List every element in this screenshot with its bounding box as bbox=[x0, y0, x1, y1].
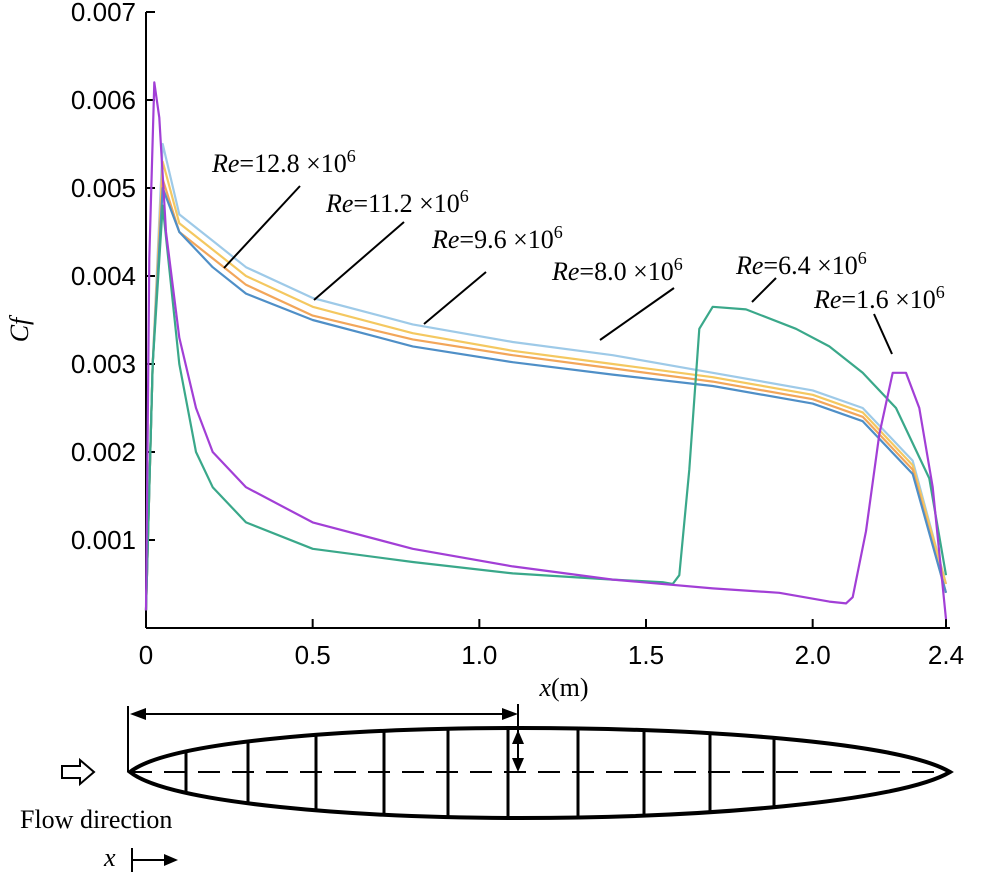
label-re-1-6: Re=1.6 ×106 bbox=[813, 282, 945, 314]
leader-re-1-6 bbox=[873, 313, 893, 355]
y-tick-label: 0.005 bbox=[71, 173, 136, 203]
series-line-5 bbox=[144, 81, 948, 620]
label-re-9-6: Re=9.6 ×106 bbox=[431, 222, 563, 254]
x-tick-label: 2.4 bbox=[928, 640, 964, 670]
x-axis-var: x bbox=[538, 673, 551, 702]
x-ticks: 0 0.5 1.0 1.5 2.0 2.4 bbox=[139, 619, 964, 670]
annotation-labels: Re=12.8 ×106 Re=11.2 ×106 Re=9.6 ×106 Re… bbox=[211, 146, 945, 314]
series-line-1 bbox=[144, 160, 948, 611]
y-tick-label: 0.004 bbox=[71, 261, 136, 291]
radius-arrow-bottom-head bbox=[512, 758, 524, 772]
series-line-4 bbox=[144, 204, 948, 611]
leader-re-6-4 bbox=[751, 277, 777, 303]
length-arrow-left-head bbox=[130, 708, 146, 720]
length-arrow-right-head bbox=[502, 708, 518, 720]
series-line-2 bbox=[144, 178, 948, 611]
leader-re-11-2 bbox=[313, 221, 405, 301]
x-tick-label: 2.0 bbox=[795, 640, 831, 670]
axes bbox=[145, 12, 950, 629]
label-re-12-8: Re=12.8 ×106 bbox=[211, 146, 356, 178]
x-tick-label: 0.5 bbox=[295, 640, 331, 670]
y-axis-label: Cf bbox=[5, 314, 34, 342]
leader-re-12-8 bbox=[223, 185, 301, 269]
label-re-8-0: Re=8.0 ×106 bbox=[551, 254, 683, 286]
x-direction-arrow-head bbox=[164, 854, 178, 866]
x-axis-unit: (m) bbox=[551, 673, 589, 702]
x-tick-label: 0 bbox=[139, 640, 153, 670]
y-tick-label: 0.007 bbox=[71, 0, 136, 27]
leader-re-9-6 bbox=[423, 271, 487, 325]
y-ticks: 0.001 0.002 0.003 0.004 0.005 0.006 0.007 bbox=[71, 0, 155, 555]
x-axis-label: x(m) bbox=[538, 673, 588, 702]
y-tick-label: 0.002 bbox=[71, 437, 136, 467]
y-tick-label: 0.001 bbox=[71, 525, 136, 555]
x-tick-label: 1.0 bbox=[461, 640, 497, 670]
hull-sections bbox=[184, 729, 776, 818]
y-tick-label: 0.003 bbox=[71, 349, 136, 379]
label-re-11-2: Re=11.2 ×106 bbox=[325, 186, 469, 218]
flow-direction-label: Flow direction bbox=[20, 805, 172, 834]
x-tick-label: 1.5 bbox=[628, 640, 664, 670]
hull-diagram: Flow direction x bbox=[20, 704, 954, 872]
series-line-3 bbox=[144, 186, 948, 611]
label-re-6-4: Re=6.4 ×106 bbox=[735, 248, 867, 280]
annotation-leaders bbox=[223, 185, 893, 355]
flow-arrow-icon bbox=[61, 757, 96, 787]
leader-re-8-0 bbox=[599, 287, 675, 341]
x-direction-label: x bbox=[103, 843, 116, 872]
series-line-0 bbox=[144, 142, 948, 611]
series-lines bbox=[144, 81, 948, 620]
radius-arrow-top-head bbox=[512, 730, 524, 744]
y-tick-label: 0.006 bbox=[71, 85, 136, 115]
